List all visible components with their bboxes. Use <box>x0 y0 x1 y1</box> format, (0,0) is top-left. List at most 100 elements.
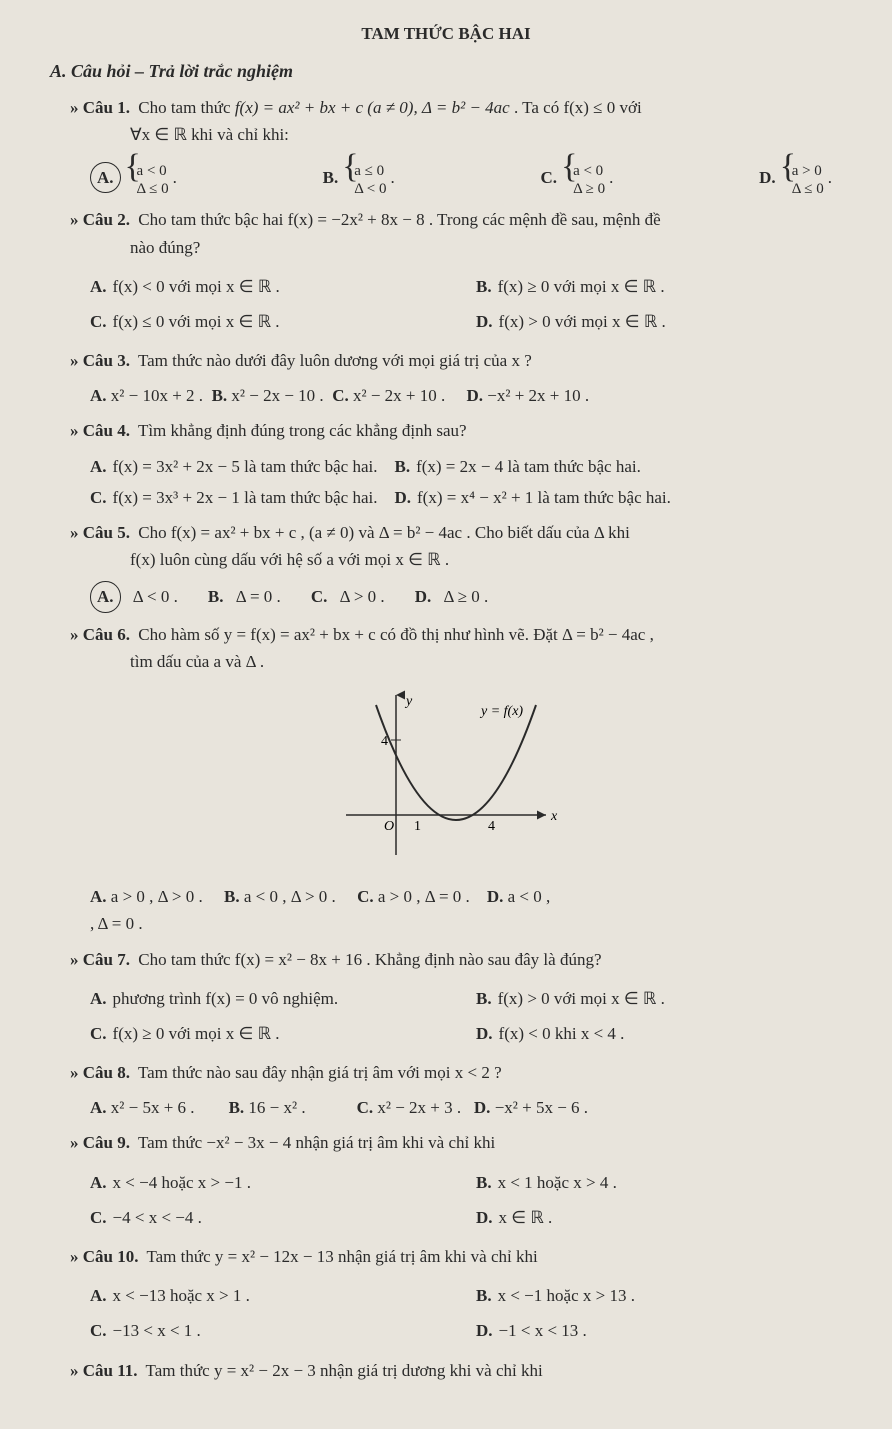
q11-label: » Câu 11. <box>70 1361 138 1380</box>
q5-opt-b[interactable]: B. Δ = 0 . <box>208 581 281 612</box>
q2-opt-d[interactable]: D.f(x) > 0 với mọi x ∈ ℝ . <box>476 308 862 335</box>
q5-opt-a[interactable]: A. Δ < 0 . <box>90 581 178 612</box>
question-8: » Câu 8. Tam thức nào sau đây nhận giá t… <box>70 1059 862 1086</box>
q9-opt-d[interactable]: D.x ∈ ℝ . <box>476 1204 862 1231</box>
q8-text: Tam thức nào sau đây nhận giá trị âm với… <box>138 1063 502 1082</box>
q6-d: a < 0 , <box>508 887 551 906</box>
q6-text-b: tìm dấu của a và Δ . <box>130 648 862 675</box>
q9-opt-c[interactable]: C.−4 < x < −4 . <box>90 1204 476 1231</box>
q5-text-b: f(x) luôn cùng dấu với hệ số a với mọi x… <box>130 546 862 573</box>
q7-opt-a[interactable]: A.phương trình f(x) = 0 vô nghiệm. <box>90 985 476 1012</box>
q10-opt-a[interactable]: A.x < −13 hoặc x > 1 . <box>90 1282 476 1309</box>
q2-label: » Câu 2. <box>70 210 130 229</box>
q2-opt-a[interactable]: A.f(x) < 0 với mọi x ∈ ℝ . <box>90 273 476 300</box>
question-6: » Câu 6. Cho hàm số y = f(x) = ax² + bx … <box>70 621 862 675</box>
q10-opt-c[interactable]: C.−13 < x < 1 . <box>90 1317 476 1344</box>
q10-opt-d[interactable]: D.−1 < x < 13 . <box>476 1317 862 1344</box>
q8-options: A. x² − 5x + 6 . B. 16 − x² . C. x² − 2x… <box>90 1094 862 1121</box>
q4-opt-cd: C.f(x) = 3x³ + 2x − 1 là tam thức bậc ha… <box>90 484 862 511</box>
q11-text: Tam thức y = x² − 2x − 3 nhận giá trị dư… <box>146 1361 543 1380</box>
q6-graph: y x O 4 1 4 y = f(x) <box>30 685 862 873</box>
q1-opt-d-label: D. <box>759 164 776 191</box>
y-intercept-label: 4 <box>381 734 388 749</box>
q5-opt-d[interactable]: D. Δ ≥ 0 . <box>415 581 489 612</box>
q1-options: A. a < 0 Δ ≤ 0 . B. a ≤ 0 Δ < 0 . C. a <… <box>90 156 862 198</box>
q1-c-l2: Δ ≥ 0 <box>573 180 605 198</box>
q6-a: a > 0 , Δ > 0 . <box>111 887 203 906</box>
q1-formula: f(x) = ax² + bx + c (a ≠ 0), Δ = b² − 4a… <box>235 98 510 117</box>
question-9: » Câu 9. Tam thức −x² − 3x − 4 nhận giá … <box>70 1129 862 1156</box>
q5-label: » Câu 5. <box>70 523 130 542</box>
q3-d: −x² + 2x + 10 . <box>487 386 589 405</box>
q5-options: A. Δ < 0 . B. Δ = 0 . C. Δ > 0 . D. Δ ≥ … <box>90 581 862 612</box>
x-axis-label: x <box>550 809 558 824</box>
q8-b: 16 − x² . <box>248 1098 305 1117</box>
question-3: » Câu 3. Tam thức nào dưới đây luôn dươn… <box>70 347 862 374</box>
q7-opt-d[interactable]: D.f(x) < 0 khi x < 4 . <box>476 1020 862 1047</box>
q4-opt-ab: A.f(x) = 3x² + 2x − 5 là tam thức bậc ha… <box>90 453 862 480</box>
q2-options: A.f(x) < 0 với mọi x ∈ ℝ . B.f(x) ≥ 0 vớ… <box>90 269 862 339</box>
q1-a-l2: Δ ≤ 0 <box>137 180 169 198</box>
q1-opt-a-label: A. <box>90 162 121 193</box>
q10-opt-b[interactable]: B.x < −1 hoặc x > 13 . <box>476 1282 862 1309</box>
root-4-label: 4 <box>488 819 495 834</box>
header-title: TAM THỨC BẬC HAI <box>30 20 862 47</box>
q6-label: » Câu 6. <box>70 625 130 644</box>
q2-opt-b[interactable]: B.f(x) ≥ 0 với mọi x ∈ ℝ . <box>476 273 862 300</box>
q7-opt-c[interactable]: C.f(x) ≥ 0 với mọi x ∈ ℝ . <box>90 1020 476 1047</box>
q1-opt-d[interactable]: D. a > 0 Δ ≤ 0 . <box>759 156 832 198</box>
origin-label: O <box>384 819 394 834</box>
y-axis-label: y <box>404 694 413 709</box>
q5-text-a: Cho f(x) = ax² + bx + c , (a ≠ 0) và Δ =… <box>138 523 630 542</box>
q9-label: » Câu 9. <box>70 1133 130 1152</box>
q9-opt-a[interactable]: A.x < −4 hoặc x > −1 . <box>90 1169 476 1196</box>
q1-d-l1: a > 0 <box>792 162 824 180</box>
q1-opt-b-label: B. <box>323 164 339 191</box>
q10-label: » Câu 10. <box>70 1247 138 1266</box>
q7-options: A.phương trình f(x) = 0 vô nghiệm. B.f(x… <box>90 981 862 1051</box>
q2-opt-c[interactable]: C.f(x) ≤ 0 với mọi x ∈ ℝ . <box>90 308 476 335</box>
q6-c: a > 0 , Δ = 0 . <box>378 887 470 906</box>
q9-text: Tam thức −x² − 3x − 4 nhận giá trị âm kh… <box>138 1133 495 1152</box>
question-2: » Câu 2. Cho tam thức bậc hai f(x) = −2x… <box>70 206 862 260</box>
q3-options: A. x² − 10x + 2 . B. x² − 2x − 10 . C. x… <box>90 382 862 409</box>
q2-text-a: Cho tam thức bậc hai f(x) = −2x² + 8x − … <box>138 210 660 229</box>
q1-label: » Câu 1. <box>70 98 130 117</box>
q8-c: x² − 2x + 3 . <box>377 1098 461 1117</box>
q2-text-b: nào đúng? <box>130 234 862 261</box>
q7-opt-b[interactable]: B.f(x) > 0 với mọi x ∈ ℝ . <box>476 985 862 1012</box>
q6-b: a < 0 , Δ > 0 . <box>244 887 336 906</box>
q1-text-b: . Ta có f(x) ≤ 0 với <box>514 98 642 117</box>
q1-opt-c[interactable]: C. a < 0 Δ ≥ 0 . <box>541 156 614 198</box>
q3-a: x² − 10x + 2 . <box>111 386 203 405</box>
q3-label: » Câu 3. <box>70 351 130 370</box>
q9-options: A.x < −4 hoặc x > −1 . B.x < 1 hoặc x > … <box>90 1165 862 1235</box>
q1-b-l1: a ≤ 0 <box>354 162 386 180</box>
root-1-label: 1 <box>414 819 421 834</box>
question-5: » Câu 5. Cho f(x) = ax² + bx + c , (a ≠ … <box>70 519 862 573</box>
q4-text: Tìm khẳng định đúng trong các khẳng định… <box>138 421 467 440</box>
q10-text: Tam thức y = x² − 12x − 13 nhận giá trị … <box>146 1247 537 1266</box>
q10-options: A.x < −13 hoặc x > 1 . B.x < −1 hoặc x >… <box>90 1278 862 1348</box>
q1-opt-a[interactable]: A. a < 0 Δ ≤ 0 . <box>90 156 177 198</box>
question-7: » Câu 7. Cho tam thức f(x) = x² − 8x + 1… <box>70 946 862 973</box>
q1-opt-b[interactable]: B. a ≤ 0 Δ < 0 . <box>323 156 395 198</box>
q7-label: » Câu 7. <box>70 950 130 969</box>
q8-a: x² − 5x + 6 . <box>111 1098 195 1117</box>
q3-c: x² − 2x + 10 . <box>353 386 445 405</box>
q8-label: » Câu 8. <box>70 1063 130 1082</box>
q1-text-c: ∀x ∈ ℝ khi và chỉ khi: <box>130 121 862 148</box>
q1-opt-c-label: C. <box>541 164 558 191</box>
q1-a-l1: a < 0 <box>137 162 169 180</box>
question-4: » Câu 4. Tìm khẳng định đúng trong các k… <box>70 417 862 444</box>
question-10: » Câu 10. Tam thức y = x² − 12x − 13 nhậ… <box>70 1243 862 1270</box>
fn-label: y = f(x) <box>479 704 523 719</box>
q5-opt-c[interactable]: C. Δ > 0 . <box>311 581 385 612</box>
q7-text: Cho tam thức f(x) = x² − 8x + 16 . Khẳng… <box>138 950 601 969</box>
q1-d-l2: Δ ≤ 0 <box>792 180 824 198</box>
q6-options: A. a > 0 , Δ > 0 . B. a < 0 , Δ > 0 . C.… <box>90 883 862 937</box>
section-title: A. Câu hỏi – Trả lời trắc nghiệm <box>50 57 862 86</box>
q9-opt-b[interactable]: B.x < 1 hoặc x > 4 . <box>476 1169 862 1196</box>
question-1: » Câu 1. Cho tam thức f(x) = ax² + bx + … <box>70 94 862 148</box>
q6-d-extra: , Δ = 0 . <box>90 910 862 937</box>
